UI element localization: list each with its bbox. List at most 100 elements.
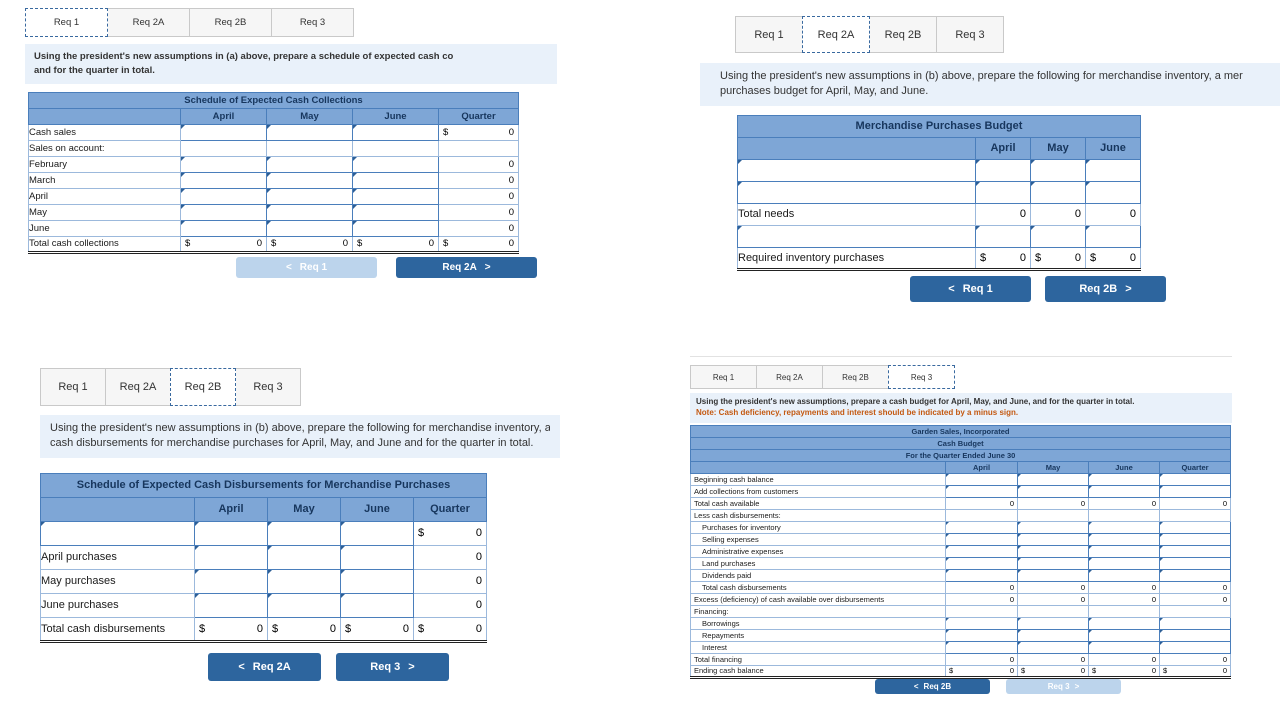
input-cell[interactable] (1017, 616, 1089, 630)
input-cell[interactable] (1088, 520, 1160, 534)
input-cell[interactable] (180, 171, 267, 189)
input-cell[interactable] (180, 203, 267, 221)
input-cell[interactable] (945, 520, 1018, 534)
input-cell[interactable] (1159, 628, 1231, 642)
input-cell[interactable] (180, 219, 267, 237)
input-cell[interactable] (267, 544, 341, 570)
label-input-cell[interactable] (737, 224, 976, 248)
input-cell[interactable] (945, 568, 1018, 582)
input-cell[interactable] (352, 203, 439, 221)
input-cell[interactable] (1159, 520, 1231, 534)
tab-req-3[interactable]: Req 3 (271, 8, 354, 37)
input-cell[interactable] (1085, 158, 1141, 182)
tab-req-1[interactable]: Req 1 (40, 368, 106, 406)
tab-req-2b[interactable]: Req 2B (189, 8, 272, 37)
input-cell[interactable] (1088, 628, 1160, 642)
input-cell[interactable] (975, 224, 1031, 248)
input-cell[interactable] (1159, 616, 1231, 630)
input-cell[interactable] (1017, 640, 1089, 654)
input-cell[interactable] (945, 484, 1018, 498)
input-cell[interactable] (340, 520, 414, 546)
input-cell[interactable] (340, 592, 414, 618)
input-cell[interactable] (266, 171, 353, 189)
input-cell[interactable] (1085, 180, 1141, 204)
input-cell[interactable] (352, 187, 439, 205)
input-cell[interactable] (352, 123, 439, 141)
input-cell[interactable] (945, 556, 1018, 570)
nav-button-req-2a[interactable]: < Req 2A (208, 653, 321, 681)
input-cell[interactable] (267, 592, 341, 618)
nav-button-req-3[interactable]: Req 3 > (336, 653, 449, 681)
tab-req-3[interactable]: Req 3 (936, 16, 1004, 53)
input-cell[interactable] (1030, 224, 1086, 248)
input-cell[interactable] (266, 155, 353, 173)
input-cell[interactable] (352, 155, 439, 173)
input-cell[interactable] (267, 520, 341, 546)
tab-req-1[interactable]: Req 1 (25, 8, 108, 37)
input-cell[interactable] (194, 568, 268, 594)
nav-button-req-2b[interactable]: < Req 2B (875, 679, 990, 694)
input-cell[interactable] (266, 219, 353, 237)
input-cell[interactable] (340, 568, 414, 594)
input-cell[interactable] (267, 568, 341, 594)
input-cell[interactable] (1088, 640, 1160, 654)
input-cell[interactable] (1017, 484, 1089, 498)
input-cell[interactable] (266, 203, 353, 221)
tab-req-2a[interactable]: Req 2A (107, 8, 190, 37)
tab-req-1[interactable]: Req 1 (735, 16, 803, 53)
input-cell[interactable] (1017, 472, 1089, 486)
input-cell[interactable] (1030, 180, 1086, 204)
input-cell[interactable] (1017, 568, 1089, 582)
input-cell[interactable] (1159, 484, 1231, 498)
tab-req-2a[interactable]: Req 2A (802, 16, 870, 53)
input-cell[interactable] (1017, 532, 1089, 546)
input-cell[interactable] (945, 616, 1018, 630)
input-cell[interactable] (1088, 544, 1160, 558)
tab-req-3[interactable]: Req 3 (235, 368, 301, 406)
input-cell[interactable] (194, 520, 268, 546)
input-cell[interactable] (1159, 472, 1231, 486)
tab-req-1[interactable]: Req 1 (690, 365, 757, 389)
input-cell[interactable] (945, 532, 1018, 546)
tab-req-3[interactable]: Req 3 (888, 365, 955, 389)
input-cell[interactable] (1017, 628, 1089, 642)
input-cell[interactable] (1088, 484, 1160, 498)
input-cell[interactable] (1088, 472, 1160, 486)
input-cell[interactable] (194, 592, 268, 618)
input-cell[interactable] (352, 219, 439, 237)
input-cell[interactable] (1159, 568, 1231, 582)
nav-button-req-1[interactable]: < Req 1 (910, 276, 1031, 302)
input-cell[interactable] (1017, 556, 1089, 570)
input-cell[interactable] (1159, 532, 1231, 546)
input-cell[interactable] (1159, 640, 1231, 654)
label-input-cell[interactable] (737, 180, 976, 204)
input-cell[interactable] (1088, 556, 1160, 570)
input-cell[interactable] (194, 544, 268, 570)
input-cell[interactable] (1088, 616, 1160, 630)
label-input-cell[interactable] (40, 520, 195, 546)
input-cell[interactable] (1030, 158, 1086, 182)
input-cell[interactable] (1159, 544, 1231, 558)
input-cell[interactable] (180, 155, 267, 173)
tab-req-2b[interactable]: Req 2B (822, 365, 889, 389)
input-cell[interactable] (180, 123, 267, 141)
input-cell[interactable] (945, 640, 1018, 654)
input-cell[interactable] (975, 180, 1031, 204)
tab-req-2b[interactable]: Req 2B (170, 368, 236, 406)
input-cell[interactable] (1017, 520, 1089, 534)
tab-req-2b[interactable]: Req 2B (869, 16, 937, 53)
tab-req-2a[interactable]: Req 2A (105, 368, 171, 406)
input-cell[interactable] (266, 187, 353, 205)
tab-req-2a[interactable]: Req 2A (756, 365, 823, 389)
input-cell[interactable] (266, 123, 353, 141)
input-cell[interactable] (945, 544, 1018, 558)
input-cell[interactable] (1088, 568, 1160, 582)
nav-button-req-2a[interactable]: Req 2A > (396, 257, 537, 278)
nav-button-req-2b[interactable]: Req 2B > (1045, 276, 1166, 302)
input-cell[interactable] (975, 158, 1031, 182)
input-cell[interactable] (1088, 532, 1160, 546)
input-cell[interactable] (1017, 544, 1089, 558)
input-cell[interactable] (1085, 224, 1141, 248)
input-cell[interactable] (340, 544, 414, 570)
input-cell[interactable] (1159, 556, 1231, 570)
